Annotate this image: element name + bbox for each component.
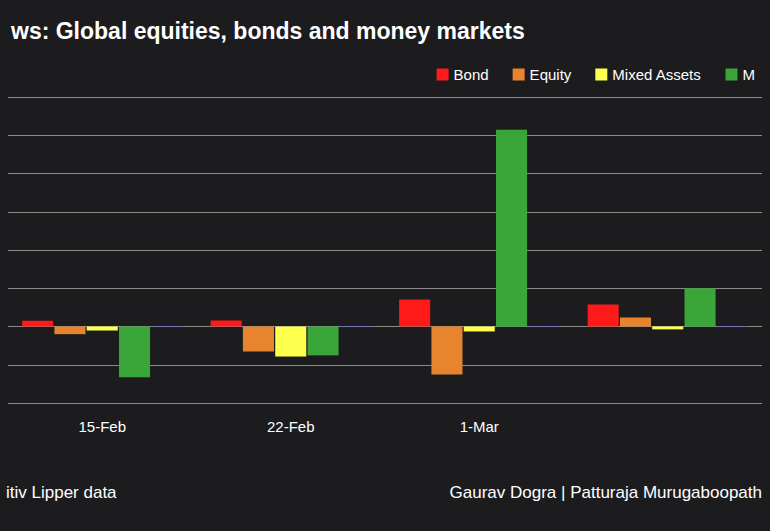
svg-text:Mixed Assets: Mixed Assets: [612, 66, 700, 83]
svg-text:ws: Global equities, bonds and: ws: Global equities, bonds and money mar…: [10, 18, 525, 44]
svg-text:itiv Lipper data: itiv Lipper data: [6, 483, 117, 502]
svg-text:Bond: Bond: [454, 66, 489, 83]
svg-text:15-Feb: 15-Feb: [78, 418, 126, 435]
svg-text:1-Mar: 1-Mar: [460, 418, 499, 435]
svg-text:Equity: Equity: [530, 66, 572, 83]
svg-text:22-Feb: 22-Feb: [267, 418, 315, 435]
svg-text:Gaurav Dogra | Patturaja Murug: Gaurav Dogra | Patturaja Murugaboopath: [450, 483, 763, 502]
svg-text:M: M: [743, 66, 756, 83]
